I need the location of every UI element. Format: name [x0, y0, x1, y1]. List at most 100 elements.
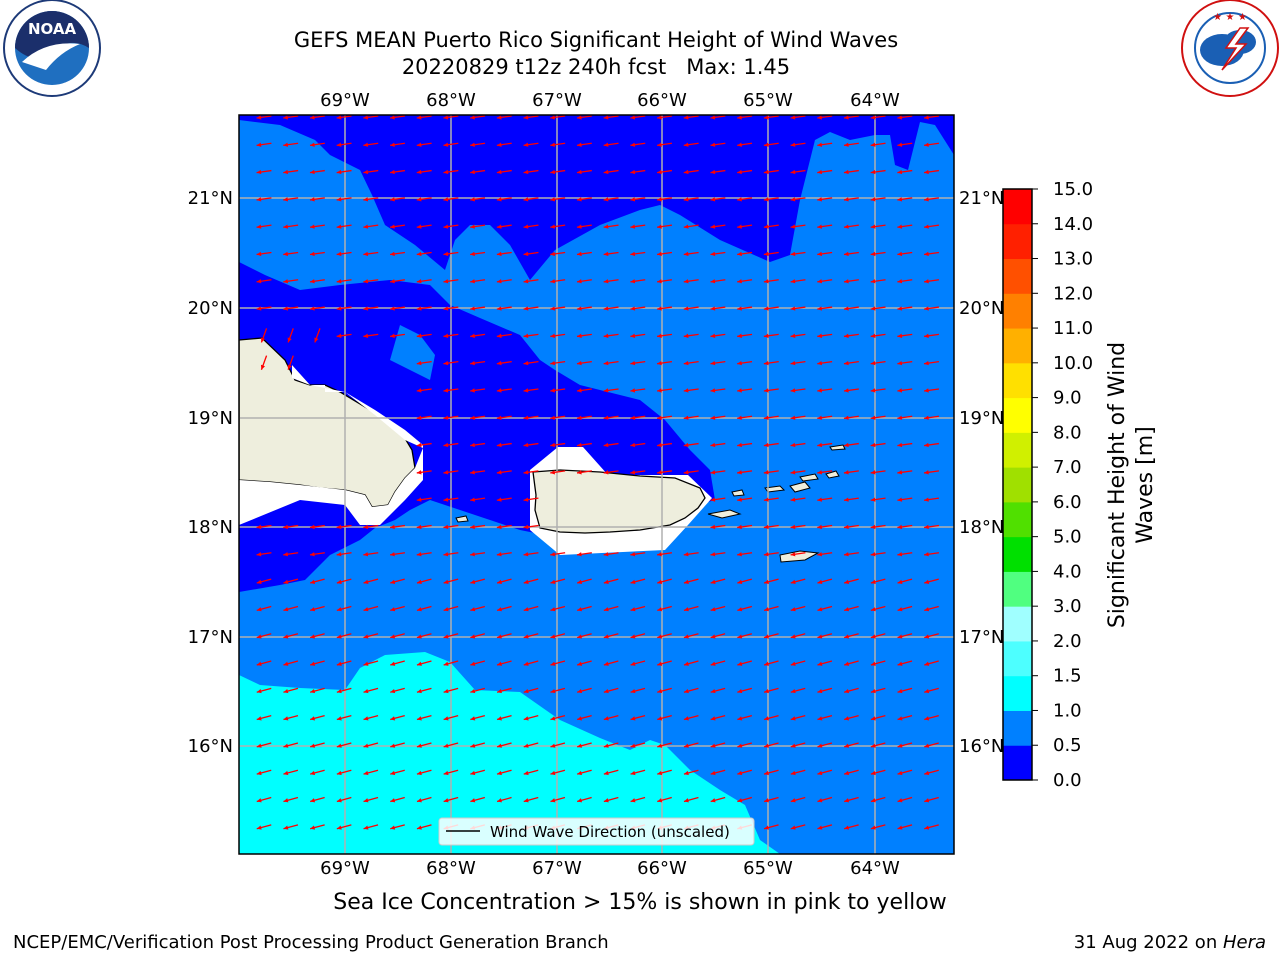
wind-arrow-head: [523, 470, 529, 475]
wind-arrow-head: [256, 279, 262, 284]
wind-arrow-head: [283, 279, 289, 284]
wind-arrow-head: [390, 197, 395, 202]
wind-arrow-head: [683, 333, 689, 338]
wind-arrow-head: [550, 442, 556, 448]
wind-arrow-head: [363, 798, 369, 803]
wind-arrow-head: [763, 442, 769, 448]
wind-arrow-head: [363, 688, 369, 694]
wind-arrow-head: [790, 415, 796, 420]
wind-arrow-head: [817, 497, 823, 502]
wind-arrow-head: [470, 688, 476, 694]
wind-arrow-head: [443, 716, 449, 721]
wind-arrow-head: [843, 360, 849, 366]
wind-arrow-head: [390, 661, 396, 666]
wind-arrow-head: [657, 442, 662, 448]
lon-label: 64°W: [850, 90, 900, 111]
wind-arrow-head: [843, 497, 849, 502]
wind-arrow-head: [336, 142, 342, 147]
wind-arrow-head: [497, 798, 502, 803]
wind-arrow-head: [710, 251, 716, 257]
wind-arrow-head: [470, 743, 476, 748]
wind-arrow-head: [763, 169, 769, 175]
wind-arrow-head: [310, 798, 316, 803]
map-gridlines: [239, 115, 954, 854]
wind-arrow-head: [470, 607, 476, 612]
wind-arrow-head: [523, 716, 529, 721]
wind-arrow-head: [870, 224, 876, 229]
wind-arrow-head: [683, 743, 689, 748]
wind-arrow-head: [710, 716, 716, 721]
wave-region-1.0-1.5: [239, 652, 780, 854]
wind-arrow-head: [790, 634, 796, 639]
wind-arrow-head: [443, 388, 449, 393]
wind-arrow-head: [336, 770, 342, 776]
wind-arrow-head: [737, 552, 742, 557]
colorbar-tick-label: 9.0: [1053, 388, 1082, 409]
wind-arrow-head: [763, 470, 769, 475]
wind-arrow-head: [256, 197, 262, 202]
wind-arrow-head: [924, 770, 930, 776]
wind-arrow-head: [843, 442, 849, 448]
wind-arrow-head: [897, 825, 903, 830]
colorbar-swatch: [1003, 467, 1032, 503]
wind-arrow-head: [657, 279, 662, 284]
wind-arrow-head: [283, 743, 289, 748]
lat-label: 17°N: [959, 627, 1004, 648]
wind-arrow-head: [283, 825, 289, 830]
wind-arrow-head: [870, 388, 876, 393]
wind-arrow-head: [523, 333, 529, 338]
wind-arrow-head: [603, 224, 609, 229]
wind-arrow-head: [764, 716, 769, 721]
wind-arrow-head: [844, 770, 850, 776]
wind-arrow-head: [443, 661, 449, 666]
wind-arrow-head: [497, 607, 502, 612]
wind-arrow-head: [897, 743, 903, 748]
wind-arrow-head: [603, 470, 609, 475]
wind-arrow-head: [897, 279, 903, 284]
wind-arrow-head: [550, 743, 556, 748]
wind-arrow-head: [790, 497, 796, 502]
wind-arrow-head: [924, 115, 929, 120]
wind-arrow-head: [470, 442, 475, 448]
wind-arrow-head: [470, 333, 475, 338]
wave-region-0.5-1.0-inner-notch: [390, 325, 435, 380]
wind-arrow-head: [577, 770, 583, 776]
wind-arrow-head: [603, 388, 609, 393]
wind-arrow-head: [283, 661, 289, 666]
wind-arrow-head: [737, 607, 743, 612]
wind-arrow-head: [897, 333, 903, 338]
wind-arrow-head: [603, 360, 609, 366]
wind-arrow-head: [496, 470, 502, 475]
wind-arrow-head: [737, 579, 743, 584]
wind-arrow-head: [683, 360, 689, 366]
wind-arrow-head: [416, 634, 422, 639]
wind-arrow-head: [443, 442, 449, 448]
wind-arrow-head: [443, 169, 449, 175]
wind-arrow-head: [390, 552, 395, 557]
colorbar-swatch: [1003, 223, 1032, 260]
wind-arrow-head: [363, 197, 369, 202]
footer-right: 31 Aug 2022 on Hera: [1074, 932, 1266, 953]
colorbar-label-line1: Significant Height of Wind: [1105, 342, 1130, 628]
wind-arrow-head: [309, 552, 315, 557]
wind-arrow-head: [737, 415, 742, 420]
wind-arrow-head: [550, 360, 556, 366]
wind-arrow-head: [683, 279, 689, 284]
wind-arrow-head: [897, 470, 903, 475]
wind-arrow-head: [790, 224, 796, 229]
wind-arrow-head: [924, 607, 930, 612]
wind-arrow-head: [390, 224, 395, 229]
wind-arrow-head: [737, 333, 742, 338]
wind-arrow-head: [287, 364, 292, 370]
wind-arrow-head: [497, 634, 502, 639]
wind-arrow-head: [577, 688, 583, 694]
wind-arrow-head: [603, 333, 609, 338]
wind-arrow-head: [576, 251, 582, 257]
wind-arrow-head: [763, 333, 769, 338]
colorbar-swatch: [1003, 189, 1032, 225]
wind-arrow-head: [309, 224, 315, 229]
wind-arrow-head: [576, 442, 582, 448]
wind-arrow-head: [737, 688, 743, 694]
wind-arrow-head: [523, 360, 529, 366]
wind-arrow-head: [870, 142, 876, 147]
